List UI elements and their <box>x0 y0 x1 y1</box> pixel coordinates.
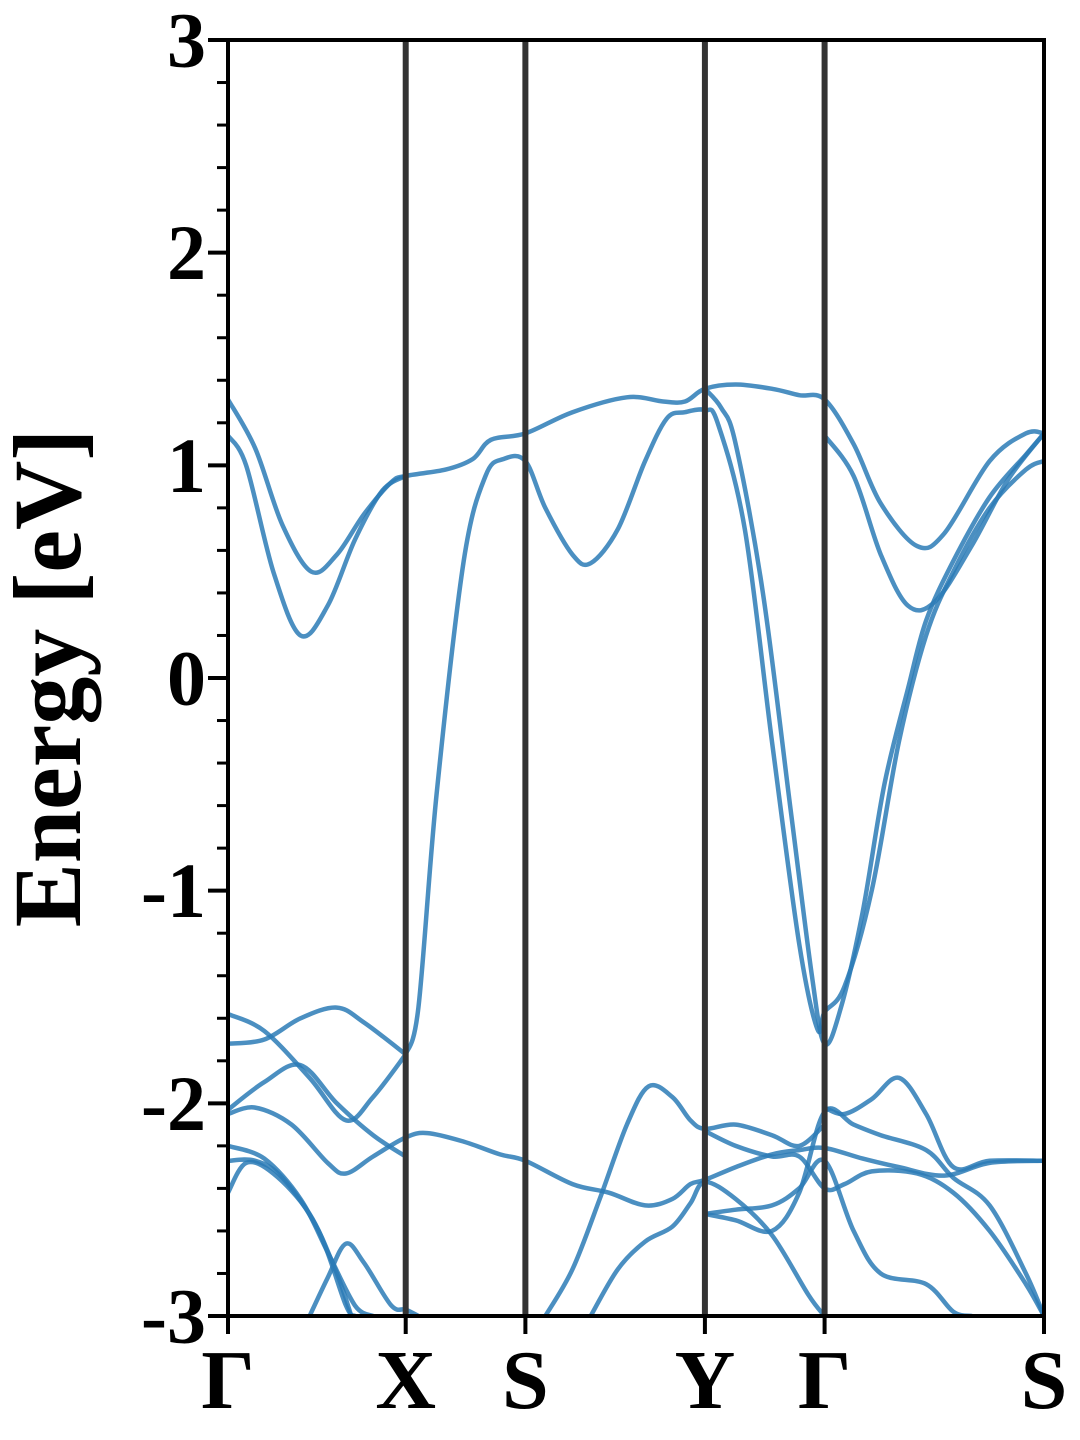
kpoint-lines <box>402 40 828 1316</box>
band-line-3 <box>403 407 1044 1057</box>
y-tick-label: 0 <box>167 635 206 722</box>
y-tick-label: 3 <box>167 0 206 84</box>
y-axis-ticks: 3 2 1 0 -1 -2 -3 <box>141 0 228 1360</box>
axes-frame <box>226 38 1046 1318</box>
band-line-19 <box>822 1075 1044 1172</box>
band-line-9 <box>228 1105 1044 1208</box>
band-line-16 <box>702 1157 974 1316</box>
x-tick-label: Γ <box>201 1334 254 1427</box>
band-line-12 <box>228 1159 354 1316</box>
band-line-6 <box>228 1011 408 1123</box>
x-tick-label: S <box>502 1334 549 1427</box>
band-lines <box>228 382 1044 1316</box>
band-line-15 <box>588 1179 827 1316</box>
band-line-1 <box>228 382 1044 576</box>
band-line-5 <box>822 431 1044 613</box>
band-line-17 <box>702 1106 1044 1316</box>
y-tick-label: 2 <box>167 209 206 296</box>
y-axis-label: Energy [eV] <box>0 429 101 928</box>
y-tick-label: -1 <box>141 847 206 934</box>
y-tick-label: 1 <box>167 422 206 509</box>
plot-frame <box>226 38 1046 1318</box>
band-line-14 <box>543 1082 827 1316</box>
band-line-8 <box>228 1062 408 1159</box>
y-tick-label: -2 <box>141 1060 206 1147</box>
band-line-7 <box>228 1005 408 1057</box>
x-tick-label: Y <box>675 1334 736 1427</box>
x-tick-label: S <box>1021 1334 1068 1427</box>
x-tick-label: Γ <box>798 1334 851 1427</box>
x-tick-label: X <box>375 1334 436 1427</box>
band-line-18 <box>702 1128 1044 1316</box>
band-line-2 <box>228 433 408 639</box>
band-line-4 <box>702 386 1044 1047</box>
y-tick-label: -3 <box>141 1273 206 1360</box>
